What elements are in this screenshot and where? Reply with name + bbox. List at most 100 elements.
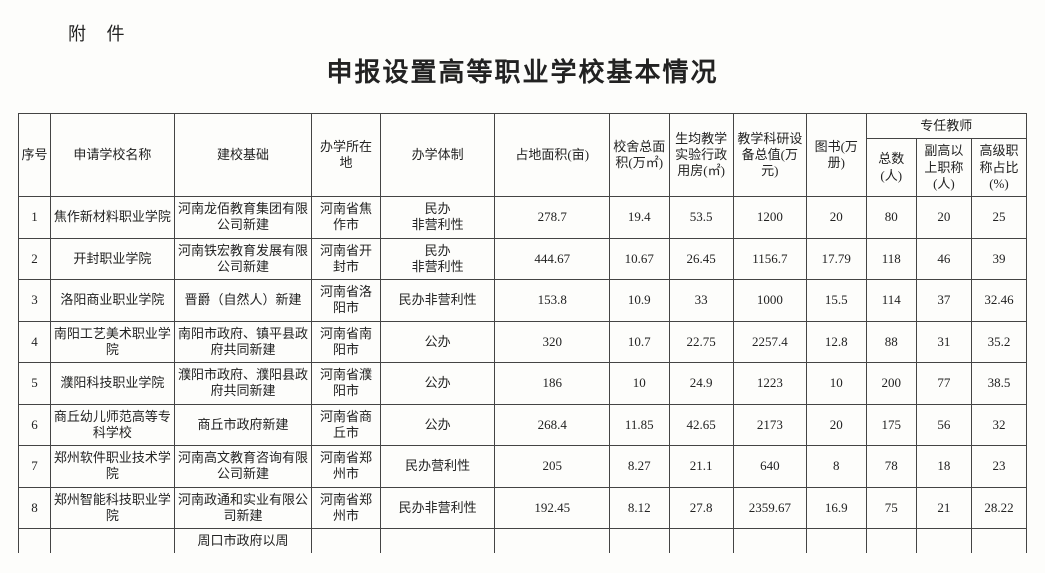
cell-bldg: 8.27 xyxy=(609,446,669,488)
cell-t_senior: 77 xyxy=(916,363,971,405)
table-row: 5濮阳科技职业学院濮阳市政府、濮阳县政府共同新建河南省濮阳市公办1861024.… xyxy=(19,363,1027,405)
cell-avg: 33 xyxy=(669,280,733,322)
cell-avg: 22.75 xyxy=(669,321,733,363)
table-row: 4南阳工艺美术职业学院南阳市政府、镇平县政府共同新建河南省南阳市公办32010.… xyxy=(19,321,1027,363)
cell-loc: 河南省焦作市 xyxy=(312,197,381,239)
cell-idx: 6 xyxy=(19,404,51,446)
cell-bldg: 10.7 xyxy=(609,321,669,363)
cell-basis: 晋爵（自然人）新建 xyxy=(174,280,311,322)
cell-type: 民办非营利性 xyxy=(380,197,495,239)
cell-bldg: 19.4 xyxy=(609,197,669,239)
cell-t_ratio: 35.2 xyxy=(971,321,1026,363)
table-row: 6商丘幼儿师范高等专科学校商丘市政府新建河南省商丘市公办268.411.8542… xyxy=(19,404,1027,446)
cell-books: 10 xyxy=(806,363,866,405)
col-t-ratio: 高级职称占比(%) xyxy=(971,139,1026,197)
table-row: 2开封职业学院河南铁宏教育发展有限公司新建河南省开封市民办非营利性444.671… xyxy=(19,238,1027,280)
cell-t_ratio: 28.22 xyxy=(971,487,1026,529)
col-name: 申请学校名称 xyxy=(51,114,175,197)
cell-t_senior xyxy=(916,529,971,554)
cell-name: 郑州智能科技职业学院 xyxy=(51,487,175,529)
cell-bldg: 8.12 xyxy=(609,487,669,529)
cell-basis: 河南高文教育咨询有限公司新建 xyxy=(174,446,311,488)
cell-name xyxy=(51,529,175,554)
cell-t_total: 118 xyxy=(866,238,916,280)
cell-avg: 27.8 xyxy=(669,487,733,529)
cell-bldg: 11.85 xyxy=(609,404,669,446)
cell-idx: 5 xyxy=(19,363,51,405)
cell-t_senior: 56 xyxy=(916,404,971,446)
cell-bldg: 10.67 xyxy=(609,238,669,280)
cell-type: 公办 xyxy=(380,321,495,363)
col-avg: 生均教学实验行政用房(㎡) xyxy=(669,114,733,197)
cell-name: 焦作新材料职业学院 xyxy=(51,197,175,239)
cell-loc: 河南省洛阳市 xyxy=(312,280,381,322)
cell-books: 20 xyxy=(806,404,866,446)
cell-name: 濮阳科技职业学院 xyxy=(51,363,175,405)
cell-avg: 53.5 xyxy=(669,197,733,239)
annex-label: 附 件 xyxy=(68,20,1027,46)
table-row: 3洛阳商业职业学院晋爵（自然人）新建河南省洛阳市民办非营利性153.810.93… xyxy=(19,280,1027,322)
cell-basis: 商丘市政府新建 xyxy=(174,404,311,446)
cell-loc: 河南省郑州市 xyxy=(312,487,381,529)
cell-avg: 26.45 xyxy=(669,238,733,280)
cell-name: 商丘幼儿师范高等专科学校 xyxy=(51,404,175,446)
cell-basis: 周口市政府以周 xyxy=(174,529,311,554)
cell-area: 186 xyxy=(495,363,610,405)
col-teacher-group: 专任教师 xyxy=(866,114,1026,139)
table-row: 8郑州智能科技职业学院河南政通和实业有限公司新建河南省郑州市民办非营利性192.… xyxy=(19,487,1027,529)
table-body: 1焦作新材料职业学院河南龙佰教育集团有限公司新建河南省焦作市民办非营利性278.… xyxy=(19,197,1027,554)
cell-t_total xyxy=(866,529,916,554)
cell-t_ratio: 23 xyxy=(971,446,1026,488)
cell-equip xyxy=(733,529,806,554)
cell-loc: 河南省开封市 xyxy=(312,238,381,280)
cell-area: 278.7 xyxy=(495,197,610,239)
cell-books xyxy=(806,529,866,554)
cell-equip: 1223 xyxy=(733,363,806,405)
cell-loc: 河南省濮阳市 xyxy=(312,363,381,405)
page-title: 申报设置高等职业学校基本情况 xyxy=(18,52,1027,89)
cell-t_senior: 20 xyxy=(916,197,971,239)
cell-bldg: 10.9 xyxy=(609,280,669,322)
cell-area xyxy=(495,529,610,554)
cell-avg: 21.1 xyxy=(669,446,733,488)
cell-t_senior: 21 xyxy=(916,487,971,529)
cell-basis: 河南铁宏教育发展有限公司新建 xyxy=(174,238,311,280)
cell-idx xyxy=(19,529,51,554)
col-idx: 序号 xyxy=(19,114,51,197)
cell-type: 民办非营利性 xyxy=(380,238,495,280)
cell-basis: 河南政通和实业有限公司新建 xyxy=(174,487,311,529)
cell-equip: 2257.4 xyxy=(733,321,806,363)
cell-loc xyxy=(312,529,381,554)
cell-equip: 2173 xyxy=(733,404,806,446)
cell-equip: 640 xyxy=(733,446,806,488)
cell-type: 公办 xyxy=(380,404,495,446)
cell-t_total: 75 xyxy=(866,487,916,529)
cell-equip: 1000 xyxy=(733,280,806,322)
cell-type: 民办非营利性 xyxy=(380,280,495,322)
cell-basis: 濮阳市政府、濮阳县政府共同新建 xyxy=(174,363,311,405)
cell-books: 12.8 xyxy=(806,321,866,363)
cell-t_ratio: 39 xyxy=(971,238,1026,280)
cell-t_senior: 18 xyxy=(916,446,971,488)
cell-books: 17.79 xyxy=(806,238,866,280)
col-books: 图书(万册) xyxy=(806,114,866,197)
col-equip: 教学科研设备总值(万元) xyxy=(733,114,806,197)
cell-bldg: 10 xyxy=(609,363,669,405)
cell-t_ratio: 32.46 xyxy=(971,280,1026,322)
cell-t_total: 175 xyxy=(866,404,916,446)
cell-area: 205 xyxy=(495,446,610,488)
cell-idx: 1 xyxy=(19,197,51,239)
cell-t_total: 114 xyxy=(866,280,916,322)
col-t-total: 总数(人) xyxy=(866,139,916,197)
cell-t_ratio: 32 xyxy=(971,404,1026,446)
cell-loc: 河南省郑州市 xyxy=(312,446,381,488)
table-header: 序号 申请学校名称 建校基础 办学所在地 办学体制 占地面积(亩) 校舍总面积(… xyxy=(19,114,1027,197)
cell-idx: 3 xyxy=(19,280,51,322)
schools-table: 序号 申请学校名称 建校基础 办学所在地 办学体制 占地面积(亩) 校舍总面积(… xyxy=(18,113,1027,553)
cell-type: 民办非营利性 xyxy=(380,487,495,529)
cell-name: 南阳工艺美术职业学院 xyxy=(51,321,175,363)
cell-t_ratio: 38.5 xyxy=(971,363,1026,405)
cell-books: 15.5 xyxy=(806,280,866,322)
col-basis: 建校基础 xyxy=(174,114,311,197)
col-bldg: 校舍总面积(万㎡) xyxy=(609,114,669,197)
